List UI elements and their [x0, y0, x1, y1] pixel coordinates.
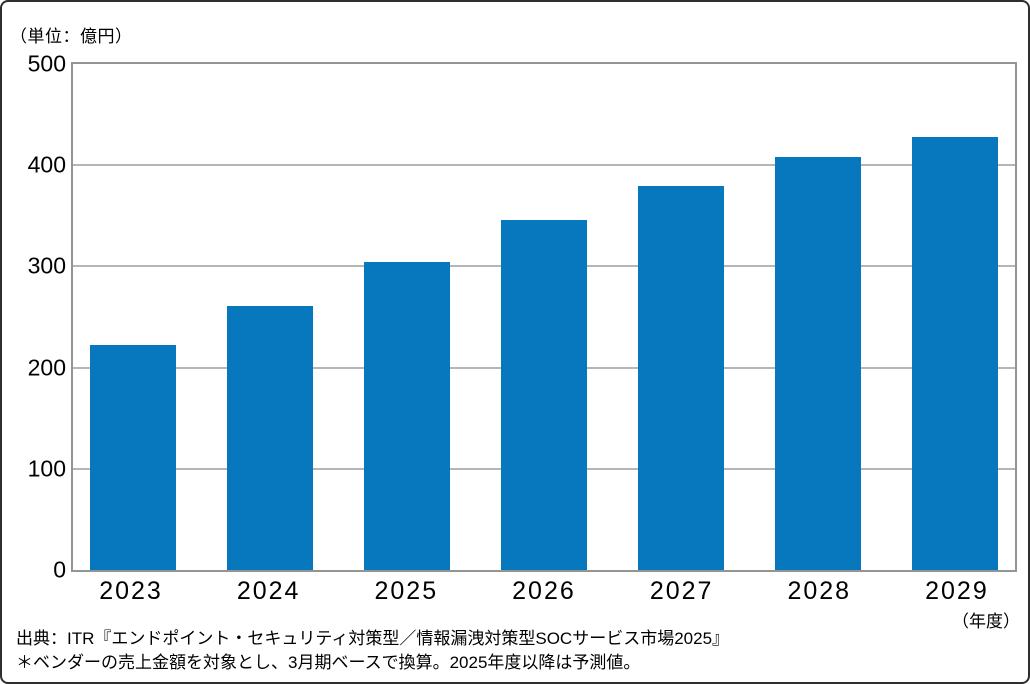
y-axis: 0 100 200 300 400 500 — [2, 52, 66, 581]
bar-2027 — [638, 186, 724, 570]
y-axis-tick-label: 100 — [27, 455, 66, 482]
y-axis-tick-label: 400 — [27, 151, 66, 178]
y-axis-tick-label: 300 — [27, 252, 66, 279]
bar-2026 — [501, 219, 587, 570]
x-axis-tick-label: 2029 — [925, 577, 989, 605]
x-axis-tick-label: 2028 — [787, 577, 852, 605]
x-axis-tick-label: 2027 — [649, 577, 714, 605]
bar-2029 — [912, 136, 998, 570]
x-axis-unit-label: （年度） — [952, 612, 1020, 631]
y-axis-unit-label: （単位：億円） — [10, 27, 133, 46]
x-axis-tick-label: 2024 — [236, 577, 301, 605]
bar-2028 — [775, 157, 861, 570]
bar-2023 — [90, 345, 176, 570]
x-axis-tick-label: 2026 — [512, 577, 576, 605]
bar-series — [73, 64, 1015, 570]
x-axis-tick-label: 2023 — [99, 577, 163, 605]
x-axis-tick-label: 2025 — [374, 577, 439, 605]
x-axis: 2023 2024 2025 2026 2027 2028 2029 — [71, 577, 1017, 606]
y-axis-tick-label: 0 — [53, 556, 66, 583]
y-axis-tick-label: 200 — [27, 354, 66, 381]
y-axis-tick-label: 500 — [27, 50, 66, 77]
gridline — [73, 164, 1015, 167]
source-notes: 出典：ITR『エンドポイント・セキュリティ対策型／情報漏洩対策型SOCサービス市… — [16, 627, 729, 675]
plot-area — [71, 62, 1017, 572]
bar-2024 — [227, 305, 313, 570]
bar-2025 — [364, 262, 450, 570]
source-line-1: 出典：ITR『エンドポイント・セキュリティ対策型／情報漏洩対策型SOCサービス市… — [16, 629, 730, 648]
source-line-2: ＊ベンダーの売上金額を対象とし、3月期ベースで換算。2025年度以降は予測値。 — [16, 653, 641, 672]
